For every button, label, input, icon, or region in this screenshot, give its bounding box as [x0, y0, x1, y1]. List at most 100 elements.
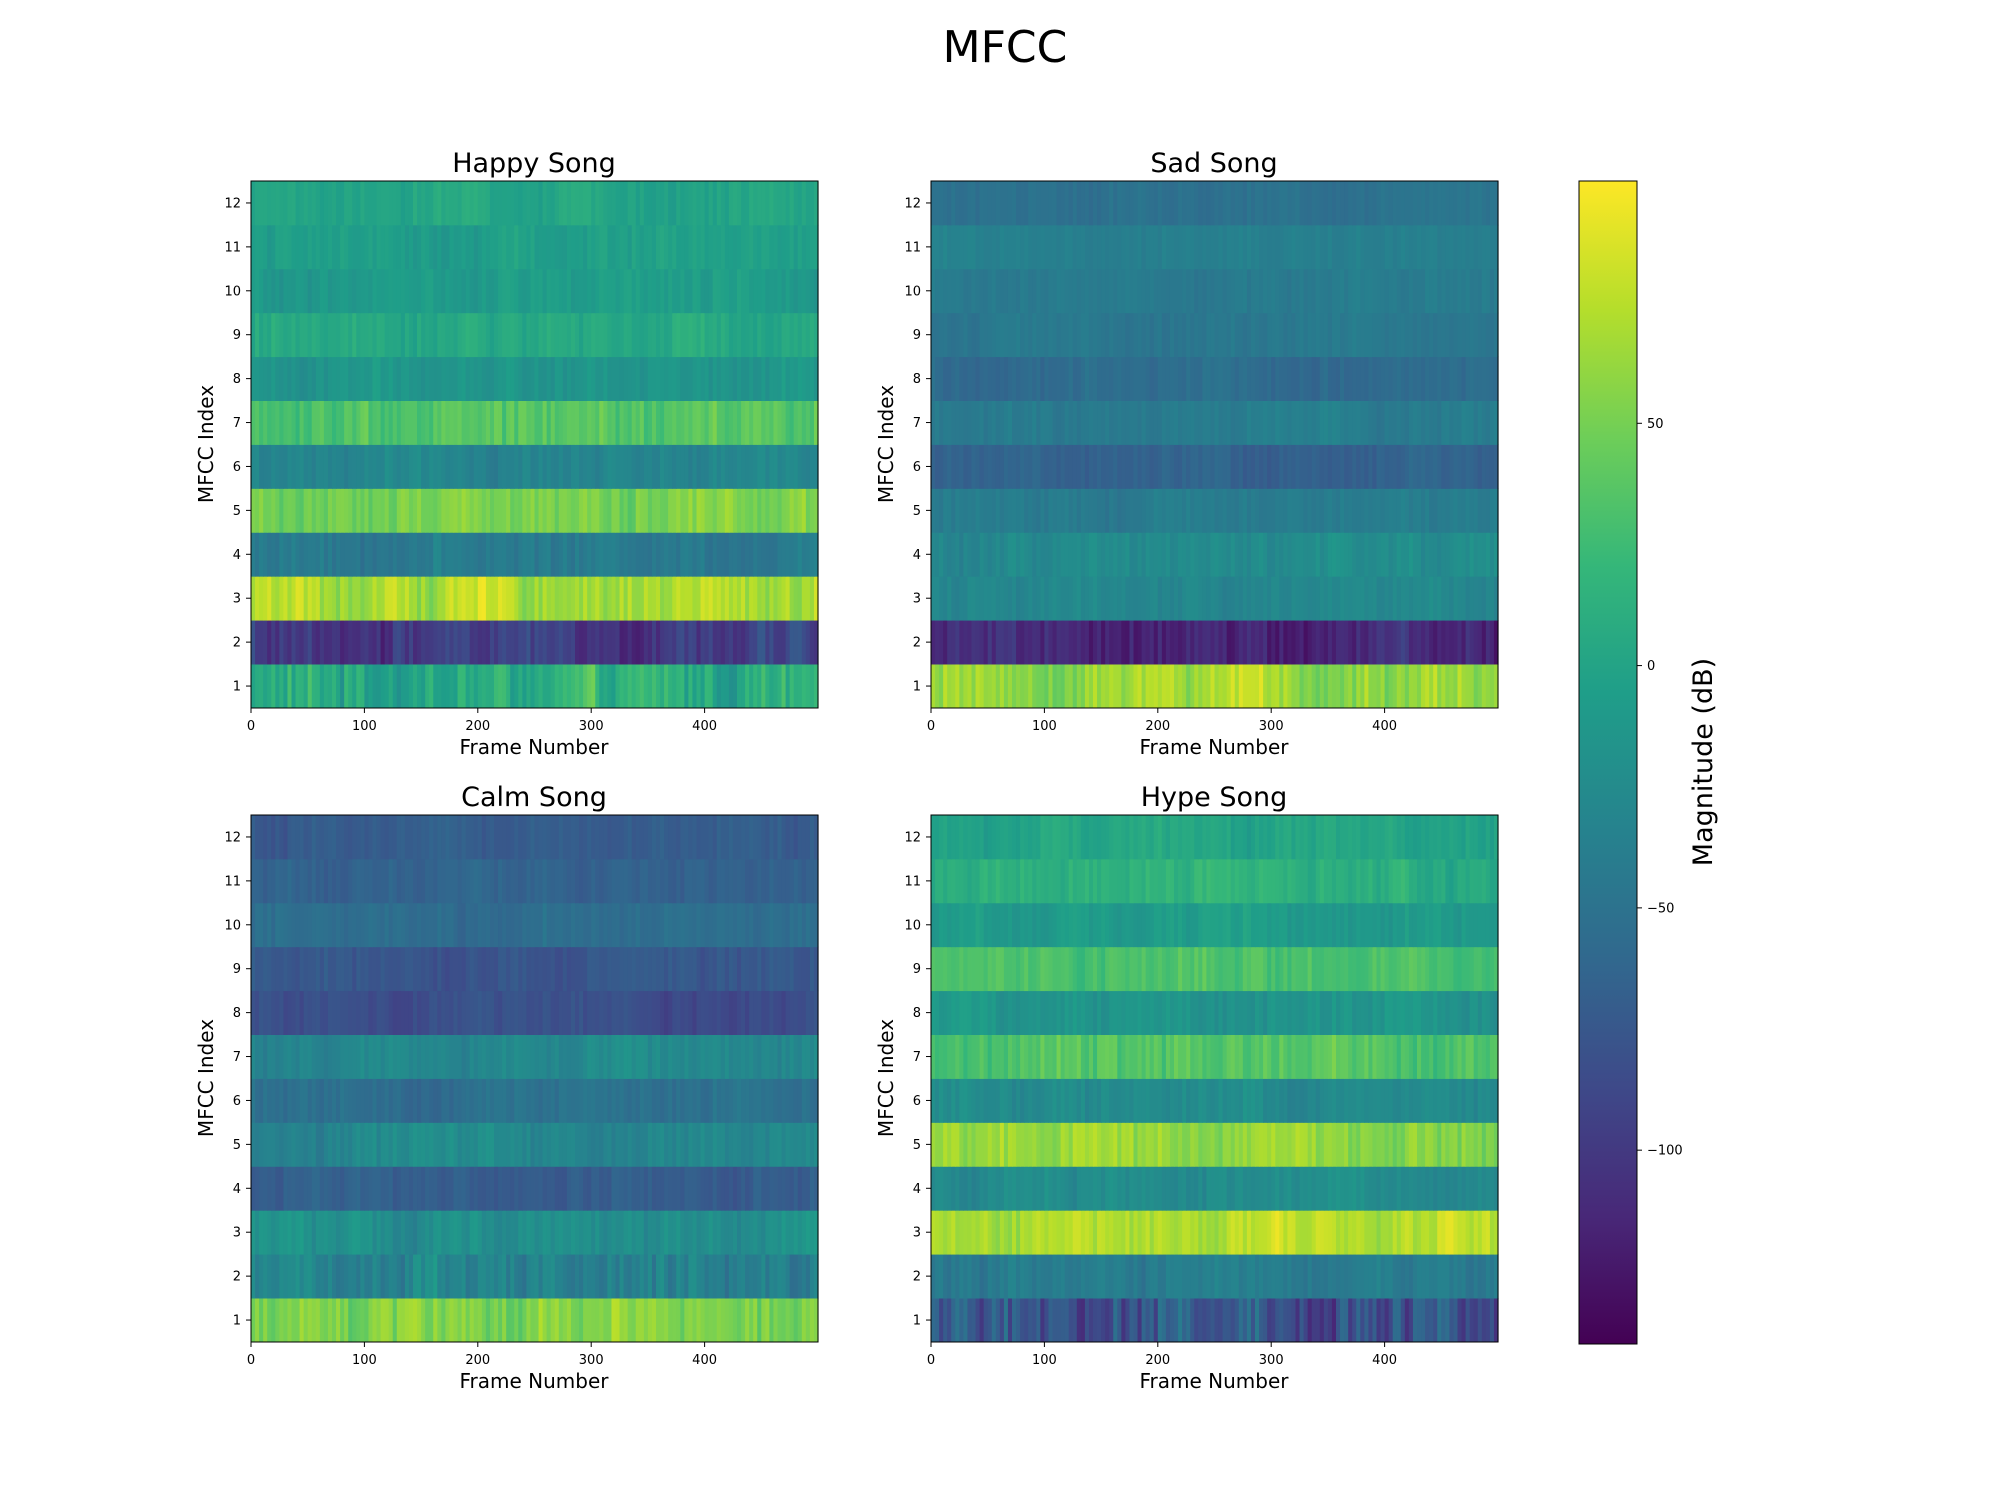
heatmap-row-8 — [251, 990, 819, 1035]
heatmap-cell — [781, 181, 787, 226]
heatmap-cell — [307, 444, 313, 489]
heatmap-cell — [413, 181, 418, 226]
heatmap-cell — [680, 444, 685, 489]
heatmap-cell — [364, 858, 370, 904]
heatmap-cell — [955, 576, 960, 621]
heatmap-cell — [323, 488, 329, 533]
heatmap-cell — [303, 664, 309, 709]
heatmap-cell — [797, 990, 803, 1035]
heatmap-cell — [935, 268, 940, 314]
heatmap-cell — [1012, 664, 1017, 709]
heatmap-cell — [376, 620, 382, 665]
heatmap-cell — [566, 1034, 572, 1079]
heatmap-cell — [1360, 356, 1365, 401]
heatmap-cell — [1125, 268, 1131, 314]
heatmap-cell — [611, 532, 617, 577]
heatmap-cell — [425, 1078, 430, 1123]
heatmap-cell — [708, 356, 714, 401]
heatmap-cell — [473, 858, 479, 904]
heatmap-cell — [805, 1034, 811, 1079]
heatmap-cell — [1279, 400, 1284, 445]
heatmap-cell — [676, 858, 681, 904]
heatmap-cell — [1226, 268, 1232, 314]
heatmap-cell — [291, 576, 297, 621]
heatmap-cell — [1315, 400, 1321, 445]
heatmap-cell — [1323, 312, 1329, 358]
heatmap-cell — [502, 1078, 507, 1123]
heatmap-cell — [327, 576, 333, 621]
heatmap-cell — [514, 990, 519, 1035]
heatmap-cell — [607, 1034, 613, 1079]
heatmap-cell — [1485, 488, 1491, 533]
heatmap-cell — [963, 268, 969, 314]
heatmap-cell — [546, 444, 552, 489]
heatmap-cell — [1182, 400, 1187, 445]
heatmap-cell — [1157, 400, 1163, 445]
heatmap-cell — [413, 224, 418, 270]
heatmap-cell — [724, 1034, 730, 1079]
heatmap-cell — [1441, 488, 1446, 533]
heatmap-cell — [696, 1034, 702, 1079]
heatmap-cell — [1331, 224, 1337, 270]
heatmap-cell — [696, 902, 702, 948]
heatmap-cell — [1299, 488, 1305, 533]
heatmap-cell — [1133, 312, 1139, 358]
heatmap-cell — [1465, 620, 1471, 665]
heatmap-cell — [1072, 224, 1078, 270]
heatmap-cell — [728, 1166, 734, 1211]
heatmap-cell — [506, 268, 511, 314]
heatmap-cell — [344, 1254, 349, 1299]
heatmap-cell — [299, 181, 305, 226]
heatmap-cell — [1348, 620, 1353, 665]
heatmap-cell — [1020, 576, 1025, 621]
heatmap-cell — [805, 1166, 811, 1211]
heatmap-cell — [1291, 664, 1297, 709]
heatmap-cell — [384, 268, 390, 314]
heatmap-cell — [481, 268, 487, 314]
heatmap-cell — [287, 664, 293, 709]
heatmap-cell — [1396, 620, 1402, 665]
heatmap-cell — [327, 1122, 333, 1167]
heatmap-cell — [449, 1034, 455, 1079]
heatmap-cell — [477, 1166, 483, 1211]
heatmap-cell — [983, 576, 989, 621]
heatmap-cell — [368, 488, 374, 533]
heatmap-cell — [481, 664, 487, 709]
heatmap-cell — [737, 1122, 742, 1167]
heatmap-cell — [1072, 312, 1078, 358]
heatmap-cell — [315, 532, 321, 577]
heatmap-cell — [1295, 576, 1301, 621]
heatmap-cell — [720, 356, 726, 401]
y-tick-label: 4 — [233, 548, 241, 563]
heatmap-cell — [1186, 312, 1191, 358]
heatmap-cell — [546, 946, 552, 992]
heatmap-cell — [392, 1034, 398, 1079]
heatmap-cell — [1040, 620, 1045, 665]
heatmap-cell — [291, 532, 297, 577]
heatmap-cell — [1327, 532, 1333, 577]
heatmap-cell — [943, 356, 948, 401]
heatmap-cell — [275, 1078, 280, 1123]
heatmap-cell — [979, 312, 985, 358]
heatmap-cell — [793, 1034, 799, 1079]
heatmap-cell — [732, 576, 738, 621]
heatmap-cell — [789, 444, 795, 489]
heatmap-cell — [1165, 620, 1171, 665]
heatmap-cell — [769, 444, 775, 489]
heatmap-cell — [372, 400, 378, 445]
heatmap-cell — [935, 181, 940, 226]
heatmap-cell — [664, 488, 669, 533]
heatmap-cell — [995, 356, 1001, 401]
heatmap-cell — [793, 312, 799, 358]
heatmap-cell — [1287, 356, 1293, 401]
heatmap-cell — [660, 1254, 665, 1299]
heatmap-cell — [344, 664, 349, 709]
heatmap-cell — [1016, 181, 1021, 226]
heatmap-cell — [506, 858, 511, 904]
heatmap-cell — [469, 990, 475, 1035]
heatmap-cell — [477, 576, 483, 621]
heatmap-cell — [753, 946, 758, 992]
heatmap-cell — [1327, 356, 1333, 401]
heatmap-cell — [259, 224, 264, 270]
heatmap-cell — [494, 1034, 499, 1079]
